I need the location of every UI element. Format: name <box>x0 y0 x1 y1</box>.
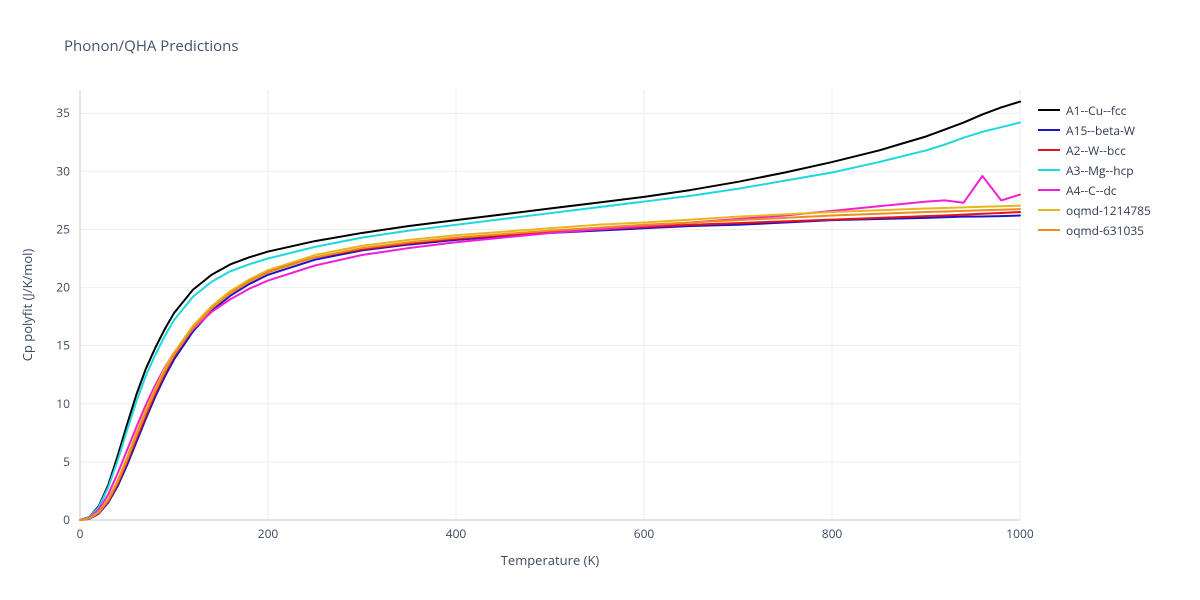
legend-item[interactable]: A4--C--dc <box>1038 180 1151 200</box>
series-line[interactable] <box>80 206 1020 520</box>
chart-svg: 0 200 400 600 800 1000 0 5 10 15 20 25 30 35 Temperatu… <box>0 0 1200 600</box>
x-tick-label: 800 <box>822 525 843 542</box>
x-tick-label: 400 <box>446 525 467 542</box>
series-line[interactable] <box>80 123 1020 520</box>
series-line[interactable] <box>80 102 1020 520</box>
legend-swatch <box>1038 229 1060 231</box>
legend-swatch <box>1038 209 1060 211</box>
legend-item[interactable]: oqmd-631035 <box>1038 220 1151 240</box>
chart-container: { "chart": { "type": "line", "title": "P… <box>0 0 1200 600</box>
series-line[interactable] <box>80 212 1020 520</box>
legend-swatch <box>1038 189 1060 191</box>
legend-swatch <box>1038 149 1060 151</box>
x-tick-label: 0 <box>77 525 84 542</box>
y-tick-label: 30 <box>56 162 70 179</box>
legend-item[interactable]: oqmd-1214785 <box>1038 200 1151 220</box>
legend-label: A2--W--bcc <box>1066 142 1126 159</box>
y-tick-label: 35 <box>56 104 70 121</box>
x-axis-label: Temperature (K) <box>501 551 600 569</box>
legend-label: A4--C--dc <box>1066 182 1117 199</box>
series-line[interactable] <box>80 209 1020 520</box>
legend-swatch <box>1038 129 1060 131</box>
legend-label: A3--Mg--hcp <box>1066 162 1134 179</box>
x-tick-label: 600 <box>634 525 655 542</box>
y-tick-label: 5 <box>63 453 70 470</box>
x-tick-label: 1000 <box>1006 525 1034 542</box>
series-line[interactable] <box>80 216 1020 520</box>
legend-swatch <box>1038 109 1060 111</box>
y-axis-label: Cp polyfit (J/K/mol) <box>18 249 36 362</box>
legend-item[interactable]: A3--Mg--hcp <box>1038 160 1151 180</box>
y-tick-label: 25 <box>56 220 70 237</box>
legend-item[interactable]: A2--W--bcc <box>1038 140 1151 160</box>
legend-item[interactable]: A15--beta-W <box>1038 120 1151 140</box>
legend-label: A15--beta-W <box>1066 122 1135 139</box>
legend[interactable]: A1--Cu--fcc A15--beta-W A2--W--bcc A3--Mg--… <box>1038 100 1151 240</box>
legend-item[interactable]: A1--Cu--fcc <box>1038 100 1151 120</box>
legend-label: A1--Cu--fcc <box>1066 102 1126 119</box>
chart-title: Phonon/QHA Predictions <box>64 36 239 56</box>
legend-label: oqmd-631035 <box>1066 222 1144 239</box>
y-tick-label: 10 <box>56 395 70 412</box>
y-tick-label: 20 <box>56 279 70 296</box>
legend-swatch <box>1038 169 1060 171</box>
y-tick-label: 0 <box>63 511 70 528</box>
x-tick-label: 200 <box>258 525 279 542</box>
legend-label: oqmd-1214785 <box>1066 202 1151 219</box>
y-tick-label: 15 <box>56 337 70 354</box>
